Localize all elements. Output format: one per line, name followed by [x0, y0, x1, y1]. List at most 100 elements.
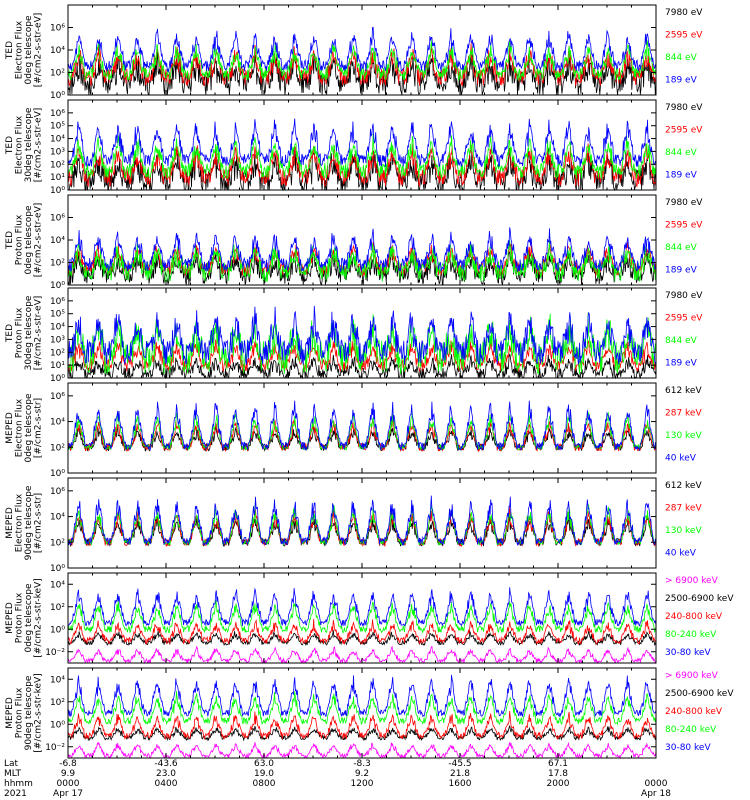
legend-entry: 189 eV: [665, 359, 698, 369]
x-tick-label: 2000: [547, 779, 570, 789]
y-tick-label: 10⁴: [50, 580, 65, 590]
y-tick-label: 10⁶: [50, 214, 65, 224]
series-line-7-3: [67, 618, 657, 646]
x-tick-label: 0400: [155, 779, 178, 789]
y-tick-label: 10⁴: [50, 418, 65, 428]
legend-entry: > 6900 keV: [665, 671, 719, 681]
y-tick-label: 10⁴: [50, 135, 65, 145]
series-line-1-4: [67, 26, 657, 73]
legend-entry: 844 eV: [665, 336, 698, 346]
legend-entry: 2500-6900 keV: [665, 594, 734, 604]
y-tick-label: 10²: [50, 698, 65, 708]
y-tick-label: 10²: [50, 69, 65, 79]
legend-entry: 287 keV: [665, 409, 702, 419]
legend-entry: 189 eV: [665, 266, 698, 276]
x-tick-label: 19.0: [254, 769, 274, 779]
series-line-2-3: [67, 134, 657, 180]
x-tick-label: 9.2: [355, 769, 369, 779]
legend-entry: 240-800 keV: [665, 707, 723, 717]
y-tick-label: 10²: [50, 603, 65, 613]
legend-entry: 2595 eV: [665, 126, 703, 136]
y-tick-label: 10⁰: [50, 564, 65, 574]
x-tick-label: 63.0: [254, 759, 274, 769]
x-tick-label: -45.5: [448, 759, 471, 769]
panel-3: 10⁶ 10⁴ 10² 10⁰ TEDProton Flux0deg telescope…: [5, 194, 703, 291]
series-line-1-3: [67, 39, 657, 82]
y-tick-label: 10⁰: [50, 186, 65, 196]
series-line-7-5: [67, 587, 657, 627]
series-line-8-5: [67, 674, 657, 718]
y-axis-label: MEPEDProton Flux0deg telescope[#/cm2-s-s…: [5, 578, 44, 657]
y-axis-label: MEPEDElectron Flux90deg telescope[#/cm2-…: [5, 485, 44, 560]
series-line-8-4: [67, 690, 657, 726]
y-tick-label: 10⁰: [50, 374, 65, 384]
start-date-label: Apr 17: [53, 789, 83, 799]
y-tick-label: 10⁻²: [45, 648, 65, 658]
legend-entry: 2500-6900 keV: [665, 689, 734, 699]
x-tick-label: 0800: [253, 779, 276, 789]
legend-entry: 130 keV: [665, 526, 702, 536]
legend-entry: 189 eV: [665, 171, 698, 181]
legend-entry: 30-80 keV: [665, 743, 711, 753]
x-tick-label: -43.6: [154, 759, 178, 769]
series-line-2-1: [67, 145, 657, 192]
y-axis-label: TEDProton Flux30deg telescope[#/cm2-s-st…: [5, 295, 44, 370]
y-tick-label: 10⁴: [50, 46, 65, 56]
y-axis-label: TEDProton Flux0deg telescope[#/cm2-s-str…: [5, 203, 44, 278]
series-line-7-4: [67, 599, 657, 634]
series-line-5-4: [67, 400, 657, 452]
x-tick-label: -8.3: [353, 759, 371, 769]
legend-entry: 844 eV: [665, 53, 698, 63]
y-tick-label: 10⁶: [50, 297, 65, 307]
series-line-6-3: [67, 504, 657, 547]
end-date-label: Apr 18: [641, 789, 671, 799]
legend-entry: 7980 eV: [665, 8, 703, 18]
y-tick-label: 10⁰: [50, 281, 65, 291]
x-tick-label: 1600: [449, 779, 472, 789]
series-line-2-2: [67, 143, 657, 188]
x-axis-annotations: Lat -6.8 -43.6 63.0 -8.3 -45.5 67.1 MLT 9.9 23.0 1…: [4, 759, 671, 799]
y-tick-label: 10⁰: [50, 469, 65, 479]
legend-entry: 2595 eV: [665, 314, 703, 324]
y-tick-label: 10⁻²: [45, 743, 65, 753]
legend-entry: 80-240 keV: [665, 630, 717, 640]
x-tick-label: 23.0: [156, 769, 176, 779]
panel-2: 10⁶ 10⁵ 10⁴ 10³ 10² 10¹ 10⁰ TEDElectron Flux30d…: [5, 99, 703, 196]
x-row-label: MLT: [4, 769, 22, 779]
x-tick-label: 1200: [351, 779, 374, 789]
series-line-4-2: [67, 338, 657, 373]
y-axis-label: MEPEDProton Flux90deg telescope[#/cm2-s-…: [5, 673, 44, 752]
legend-entry: 240-800 keV: [665, 612, 723, 622]
series-line-8-3: [67, 710, 657, 741]
y-tick-label: 10⁶: [50, 487, 65, 497]
legend-entry: 2595 eV: [665, 31, 703, 41]
x-row-label: hhmm: [4, 779, 33, 789]
x-tick-label: 0000: [57, 779, 80, 789]
legend-entry: 7980 eV: [665, 198, 703, 208]
x-tick-label: 9.9: [61, 769, 76, 779]
y-tick-label: 10⁴: [50, 675, 65, 685]
y-tick-label: 10⁶: [50, 109, 65, 119]
y-tick-label: 10⁴: [50, 513, 65, 523]
y-tick-label: 10⁰: [50, 720, 65, 730]
y-tick-label: 10¹: [50, 173, 65, 183]
series-line-1-2: [67, 43, 657, 87]
panel-frame: [67, 99, 657, 191]
x-tick-label: 17.8: [548, 769, 568, 779]
legend-entry: 287 keV: [665, 504, 702, 514]
legend-entry: > 6900 keV: [665, 576, 719, 586]
y-axis-label: TEDElectron Flux0deg telescope[#/cm2-s-s…: [5, 13, 44, 88]
y-tick-label: 10⁰: [50, 625, 65, 635]
legend-entry: 30-80 keV: [665, 648, 711, 658]
panel-4: 10⁶ 10⁵ 10⁴ 10³ 10² 10¹ 10⁰ TEDProton Flux30deg…: [5, 287, 703, 384]
x-tick-label: 21.8: [450, 769, 470, 779]
x-tick-label: -6.8: [59, 759, 77, 769]
legend-entry: 7980 eV: [665, 103, 703, 113]
y-tick-label: 10⁴: [50, 323, 65, 333]
series-line-2-4: [67, 118, 657, 168]
legend-entry: 40 keV: [665, 454, 697, 464]
y-tick-label: 10⁵: [50, 122, 65, 132]
y-tick-label: 10³: [50, 147, 65, 157]
y-tick-label: 10⁶: [50, 392, 65, 402]
legend-entry: 844 eV: [665, 243, 698, 253]
